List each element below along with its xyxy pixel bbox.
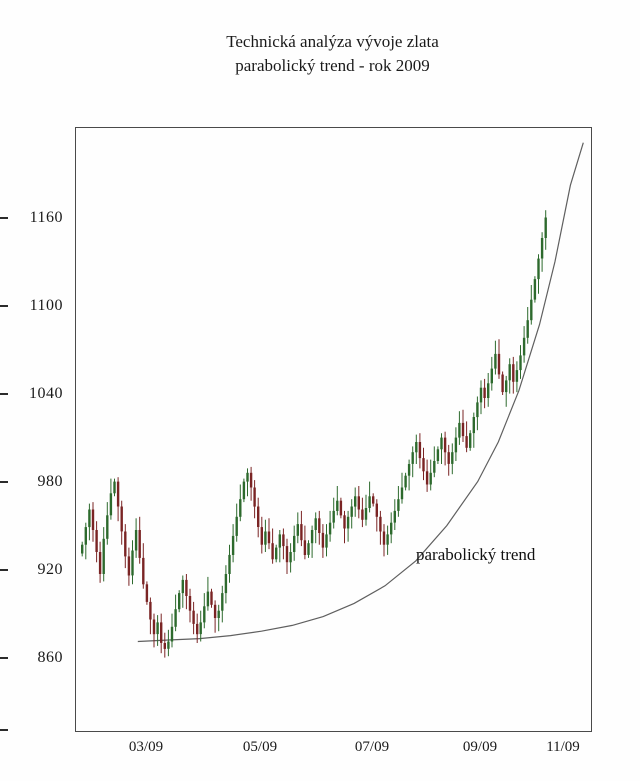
chart-title-line1: Technická analýza vývoje zlata	[226, 32, 439, 51]
left-edge-ticks	[0, 0, 10, 781]
y-tick-label: 920	[37, 561, 63, 578]
candlestick-chart	[81, 142, 584, 658]
edge-tick-mark	[0, 569, 8, 571]
y-tick-label: 980	[37, 473, 63, 490]
x-tick-label: 07/09	[354, 739, 390, 755]
x-tick-label: 11/09	[546, 739, 580, 755]
y-axis-labels: 1160 1100 1040 980 920 860	[0, 0, 63, 781]
edge-tick-mark	[0, 657, 8, 659]
y-tick-label: 1160	[29, 209, 63, 226]
plot-area: parabolický trend	[75, 127, 592, 732]
x-tick-label: 03/09	[128, 739, 164, 755]
edge-tick-mark	[0, 393, 8, 395]
x-tick-label: 09/09	[462, 739, 498, 755]
x-tick-label: 05/09	[242, 739, 278, 755]
chart-title-line2: parabolický trend - rok 2009	[235, 56, 430, 75]
edge-tick-mark	[0, 481, 8, 483]
edge-tick-mark	[0, 217, 8, 219]
y-tick-label: 1100	[29, 297, 63, 314]
edge-tick-mark	[0, 729, 8, 731]
edge-tick-mark	[0, 305, 8, 307]
y-tick-label: 1040	[29, 385, 63, 402]
x-axis-labels: 03/09 05/09 07/09 09/09 11/09	[75, 739, 590, 763]
chart-title: Technická analýza vývoje zlata parabolic…	[25, 30, 640, 78]
trend-annotation: parabolický trend	[416, 545, 536, 564]
y-tick-label: 860	[37, 649, 63, 666]
